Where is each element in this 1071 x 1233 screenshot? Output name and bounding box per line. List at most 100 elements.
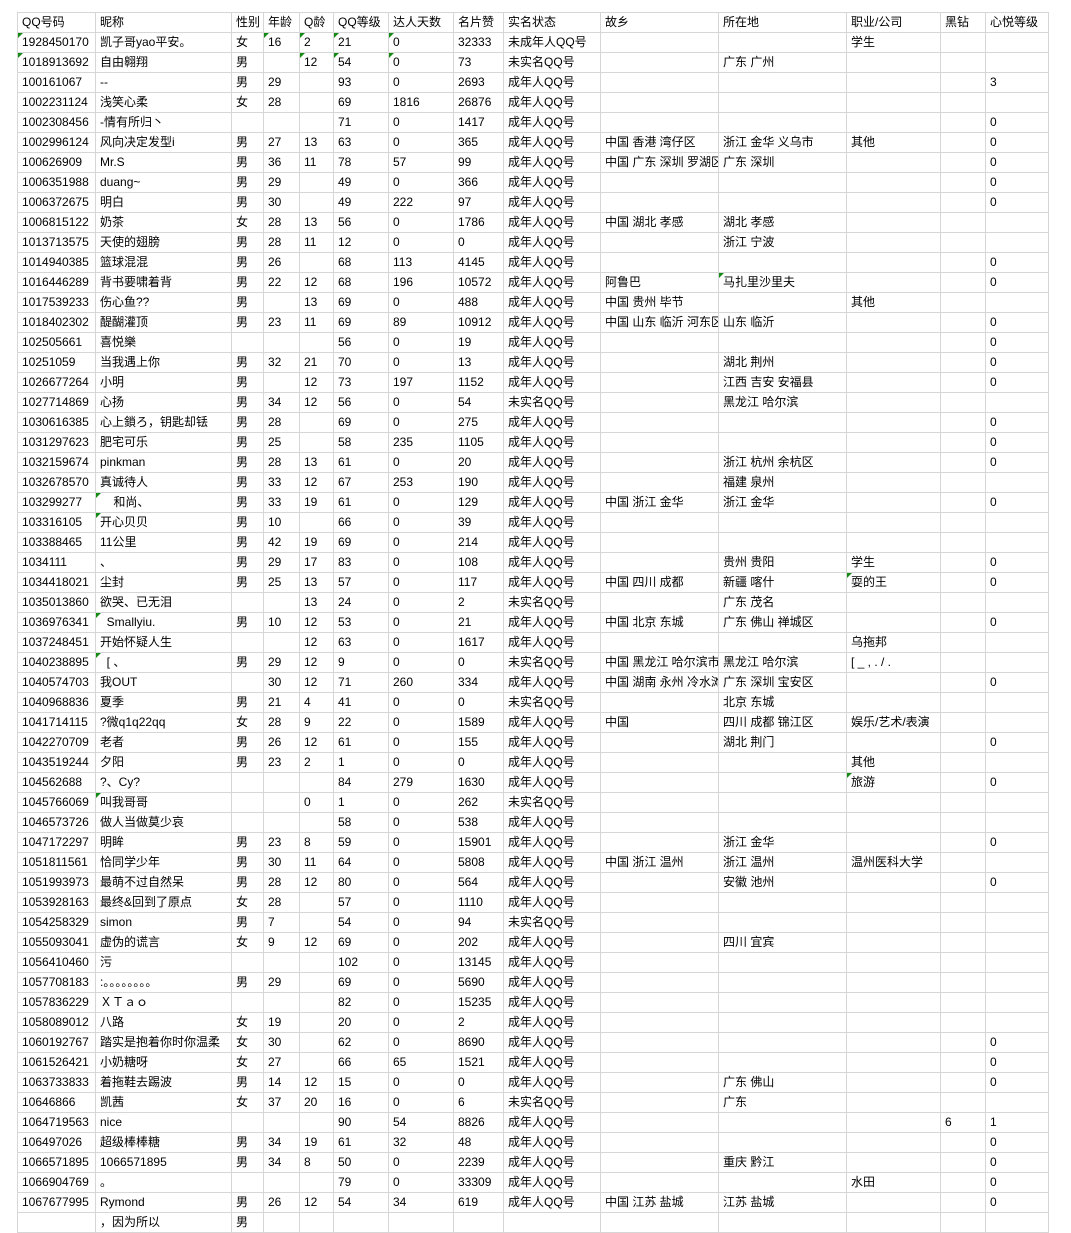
column-header-likes[interactable]: 名片赞 [454,13,504,33]
cell-xinyue[interactable]: 0 [986,333,1049,353]
cell-gender[interactable]: 男 [232,413,264,433]
cell-diamond[interactable] [941,673,986,693]
cell-qage[interactable]: 12 [300,873,334,893]
cell-nick[interactable]: duang~ [96,173,232,193]
cell-gender[interactable]: 男 [232,273,264,293]
cell-likes[interactable]: 619 [454,1193,504,1213]
cell-location[interactable] [719,413,847,433]
cell-qq[interactable]: 1061526421 [18,1053,96,1073]
cell-qage[interactable] [300,513,334,533]
column-header-qqlevel[interactable]: QQ等级 [334,13,389,33]
cell-realname[interactable]: 成年人QQ号 [504,873,601,893]
cell-realname[interactable]: 成年人QQ号 [504,633,601,653]
cell-location[interactable] [719,1013,847,1033]
cell-gender[interactable] [232,333,264,353]
cell-nick[interactable]: 风向决定发型i [96,133,232,153]
cell-hometown[interactable] [601,1053,719,1073]
cell-diamond[interactable] [941,693,986,713]
cell-hometown[interactable]: 中国 贵州 毕节 [601,293,719,313]
cell-qqlevel[interactable]: 69 [334,93,389,113]
cell-nick[interactable]: 明白 [96,193,232,213]
cell-hometown[interactable] [601,1093,719,1113]
cell-likes[interactable]: 202 [454,933,504,953]
cell-qqlevel[interactable]: 56 [334,213,389,233]
cell-qqlevel[interactable]: 68 [334,273,389,293]
cell-realname[interactable]: 成年人QQ号 [504,173,601,193]
cell-xinyue[interactable]: 0 [986,173,1049,193]
cell-likes[interactable]: 1105 [454,433,504,453]
cell-qage[interactable]: 12 [300,273,334,293]
cell-hometown[interactable] [601,533,719,553]
cell-nick[interactable]: 最萌不过自然呆 [96,873,232,893]
cell-diamond[interactable] [941,1033,986,1053]
cell-daren[interactable]: 0 [389,913,454,933]
cell-gender[interactable]: 男 [232,393,264,413]
cell-location[interactable] [719,333,847,353]
cell-xinyue[interactable]: 0 [986,313,1049,333]
cell-hometown[interactable] [601,373,719,393]
cell-xinyue[interactable]: 0 [986,1073,1049,1093]
cell-age[interactable] [264,1213,300,1233]
cell-realname[interactable]: 成年人QQ号 [504,1033,601,1053]
cell-daren[interactable]: 260 [389,673,454,693]
cell-qqlevel[interactable]: 93 [334,73,389,93]
cell-nick[interactable]: ，因为所以 [96,1213,232,1233]
cell-location[interactable]: 广东 佛山 [719,1073,847,1093]
cell-daren[interactable]: 0 [389,353,454,373]
cell-location[interactable] [719,1053,847,1073]
cell-hometown[interactable] [601,333,719,353]
cell-likes[interactable]: 54 [454,393,504,413]
cell-realname[interactable]: 未实名QQ号 [504,1093,601,1113]
cell-gender[interactable]: 女 [232,713,264,733]
cell-likes[interactable]: 5808 [454,853,504,873]
cell-qage[interactable]: 11 [300,313,334,333]
cell-nick[interactable]: -情有所归丶 [96,113,232,133]
cell-nick[interactable]: 我OUT [96,673,232,693]
cell-diamond[interactable] [941,313,986,333]
cell-qage[interactable]: 12 [300,1193,334,1213]
cell-diamond[interactable] [941,813,986,833]
cell-likes[interactable]: 2 [454,1013,504,1033]
cell-qqlevel[interactable]: 61 [334,493,389,513]
cell-likes[interactable]: 117 [454,573,504,593]
cell-job[interactable] [847,593,941,613]
cell-xinyue[interactable] [986,973,1049,993]
cell-location[interactable]: 马扎里沙里夫 [719,273,847,293]
cell-xinyue[interactable] [986,633,1049,653]
cell-nick[interactable]: 当我遇上你 [96,353,232,373]
cell-qq[interactable]: 1040574703 [18,673,96,693]
cell-diamond[interactable] [941,753,986,773]
cell-location[interactable] [719,33,847,53]
cell-xinyue[interactable]: 0 [986,1153,1049,1173]
cell-realname[interactable]: 未成年人QQ号 [504,33,601,53]
cell-gender[interactable]: 女 [232,1033,264,1053]
cell-xinyue[interactable] [986,393,1049,413]
cell-hometown[interactable] [601,873,719,893]
cell-job[interactable]: 学生 [847,553,941,573]
cell-job[interactable] [847,893,941,913]
cell-daren[interactable]: 89 [389,313,454,333]
cell-likes[interactable]: 1417 [454,113,504,133]
cell-xinyue[interactable] [986,533,1049,553]
cell-realname[interactable]: 成年人QQ号 [504,1113,601,1133]
cell-location[interactable] [719,513,847,533]
cell-likes[interactable]: 538 [454,813,504,833]
cell-likes[interactable]: 10572 [454,273,504,293]
cell-qage[interactable] [300,1213,334,1233]
cell-qq[interactable]: 1006372675 [18,193,96,213]
cell-realname[interactable]: 成年人QQ号 [504,613,601,633]
cell-diamond[interactable] [941,1073,986,1093]
cell-gender[interactable]: 男 [232,873,264,893]
column-header-qq[interactable]: QQ号码 [18,13,96,33]
cell-hometown[interactable]: 中国 北京 东城 [601,613,719,633]
cell-likes[interactable]: 275 [454,413,504,433]
cell-age[interactable]: 26 [264,253,300,273]
cell-hometown[interactable] [601,253,719,273]
cell-nick[interactable]: 、 [96,553,232,573]
cell-likes[interactable]: 1630 [454,773,504,793]
cell-nick[interactable]: 老者 [96,733,232,753]
cell-hometown[interactable] [601,473,719,493]
cell-location[interactable]: 山东 临沂 [719,313,847,333]
cell-nick[interactable]: 喜悦樂 [96,333,232,353]
cell-daren[interactable]: 0 [389,1173,454,1193]
